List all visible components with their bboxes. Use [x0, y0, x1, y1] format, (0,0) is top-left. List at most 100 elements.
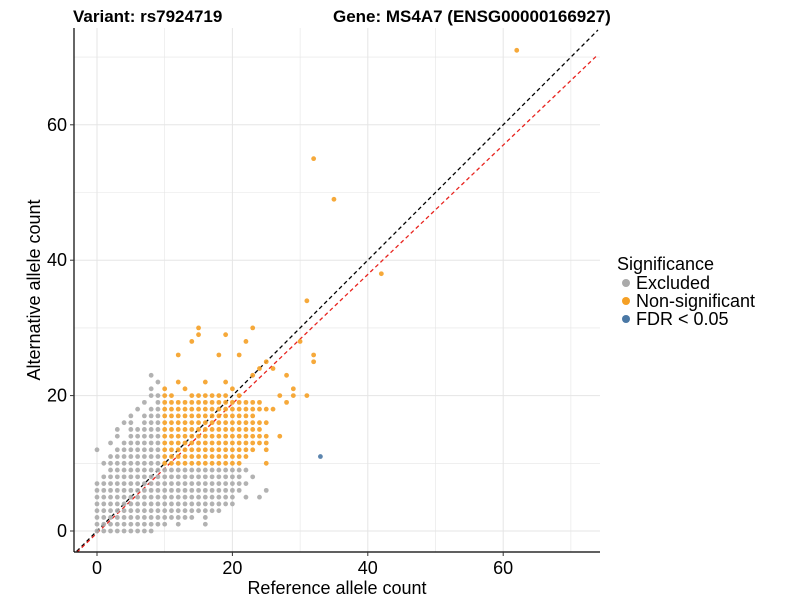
- point-non-significant: [162, 393, 168, 398]
- point-fdr-0-05: [318, 454, 323, 459]
- point-non-significant: [189, 406, 195, 412]
- point-excluded: [216, 501, 222, 507]
- point-non-significant: [250, 325, 256, 331]
- point-non-significant: [223, 427, 229, 432]
- point-excluded: [155, 508, 161, 514]
- point-excluded: [114, 501, 120, 507]
- point-excluded: [108, 460, 113, 466]
- point-excluded: [108, 481, 113, 487]
- point-non-significant: [162, 460, 168, 466]
- point-excluded: [162, 474, 168, 480]
- point-excluded: [121, 420, 127, 426]
- point-excluded: [135, 508, 141, 514]
- point-non-significant: [230, 420, 235, 426]
- point-excluded: [148, 447, 154, 453]
- point-non-significant: [216, 447, 222, 453]
- point-non-significant: [257, 440, 262, 446]
- point-non-significant: [182, 386, 188, 392]
- point-excluded: [155, 379, 161, 385]
- point-non-significant: [196, 420, 201, 426]
- point-non-significant: [236, 399, 242, 405]
- point-non-significant: [250, 440, 256, 446]
- point-excluded: [162, 481, 168, 487]
- point-excluded: [148, 386, 154, 392]
- gene-title: Gene: MS4A7 (ENSG00000166927): [333, 7, 611, 26]
- point-excluded: [175, 521, 181, 527]
- point-non-significant: [263, 440, 269, 446]
- point-non-significant: [189, 339, 195, 344]
- point-excluded: [155, 433, 161, 439]
- point-non-significant: [284, 372, 289, 378]
- point-non-significant: [230, 406, 235, 412]
- point-excluded: [202, 521, 208, 527]
- point-excluded: [141, 454, 147, 459]
- point-excluded: [94, 481, 100, 487]
- point-non-significant: [223, 406, 229, 412]
- point-non-significant: [257, 427, 262, 432]
- point-excluded: [121, 515, 127, 520]
- point-excluded: [175, 515, 181, 520]
- point-excluded: [223, 494, 229, 500]
- point-non-significant: [243, 447, 249, 453]
- point-non-significant: [216, 460, 222, 466]
- point-non-significant: [230, 427, 235, 432]
- point-non-significant: [209, 440, 215, 446]
- point-non-significant: [230, 447, 235, 453]
- point-non-significant: [250, 399, 256, 405]
- point-non-significant: [175, 379, 181, 385]
- point-excluded: [175, 467, 181, 473]
- point-excluded: [189, 501, 195, 507]
- point-excluded: [148, 467, 154, 473]
- point-non-significant: [297, 339, 303, 344]
- point-non-significant: [182, 440, 188, 446]
- legend-key-non-significant: [622, 297, 630, 305]
- point-non-significant: [243, 413, 249, 419]
- point-excluded: [128, 494, 134, 500]
- y-tick-label: 40: [47, 250, 67, 270]
- point-excluded: [121, 474, 127, 480]
- point-excluded: [141, 433, 147, 439]
- point-non-significant: [230, 433, 235, 439]
- point-excluded: [108, 501, 113, 507]
- point-non-significant: [250, 420, 256, 426]
- point-excluded: [169, 481, 174, 487]
- legend: Significance ExcludedNon-significantFDR …: [617, 254, 755, 329]
- point-non-significant: [236, 406, 242, 412]
- point-non-significant: [250, 447, 256, 453]
- point-excluded: [162, 467, 168, 473]
- point-non-significant: [209, 399, 215, 405]
- point-excluded: [155, 440, 161, 446]
- point-non-significant: [216, 454, 222, 459]
- point-non-significant: [169, 454, 174, 459]
- point-non-significant: [230, 460, 235, 466]
- point-non-significant: [196, 433, 201, 439]
- point-non-significant: [182, 427, 188, 432]
- point-non-significant: [284, 399, 289, 405]
- point-excluded: [148, 501, 154, 507]
- point-non-significant: [243, 440, 249, 446]
- y-tick-label: 60: [47, 115, 67, 135]
- point-non-significant: [250, 427, 256, 432]
- point-non-significant: [189, 420, 195, 426]
- point-non-significant: [169, 433, 174, 439]
- point-excluded: [114, 494, 120, 500]
- point-excluded: [148, 433, 154, 439]
- point-excluded: [94, 521, 100, 527]
- point-excluded: [94, 508, 100, 514]
- point-non-significant: [209, 413, 215, 419]
- point-excluded: [189, 474, 195, 480]
- point-excluded: [121, 467, 127, 473]
- point-excluded: [121, 440, 127, 446]
- point-non-significant: [216, 420, 222, 426]
- point-non-significant: [216, 413, 222, 419]
- point-non-significant: [182, 460, 188, 466]
- point-excluded: [236, 474, 242, 480]
- point-non-significant: [189, 413, 195, 419]
- point-non-significant: [169, 406, 174, 412]
- point-excluded: [196, 501, 201, 507]
- point-excluded: [135, 521, 141, 527]
- point-excluded: [135, 406, 141, 412]
- point-non-significant: [196, 332, 201, 338]
- point-excluded: [128, 508, 134, 514]
- point-excluded: [141, 474, 147, 480]
